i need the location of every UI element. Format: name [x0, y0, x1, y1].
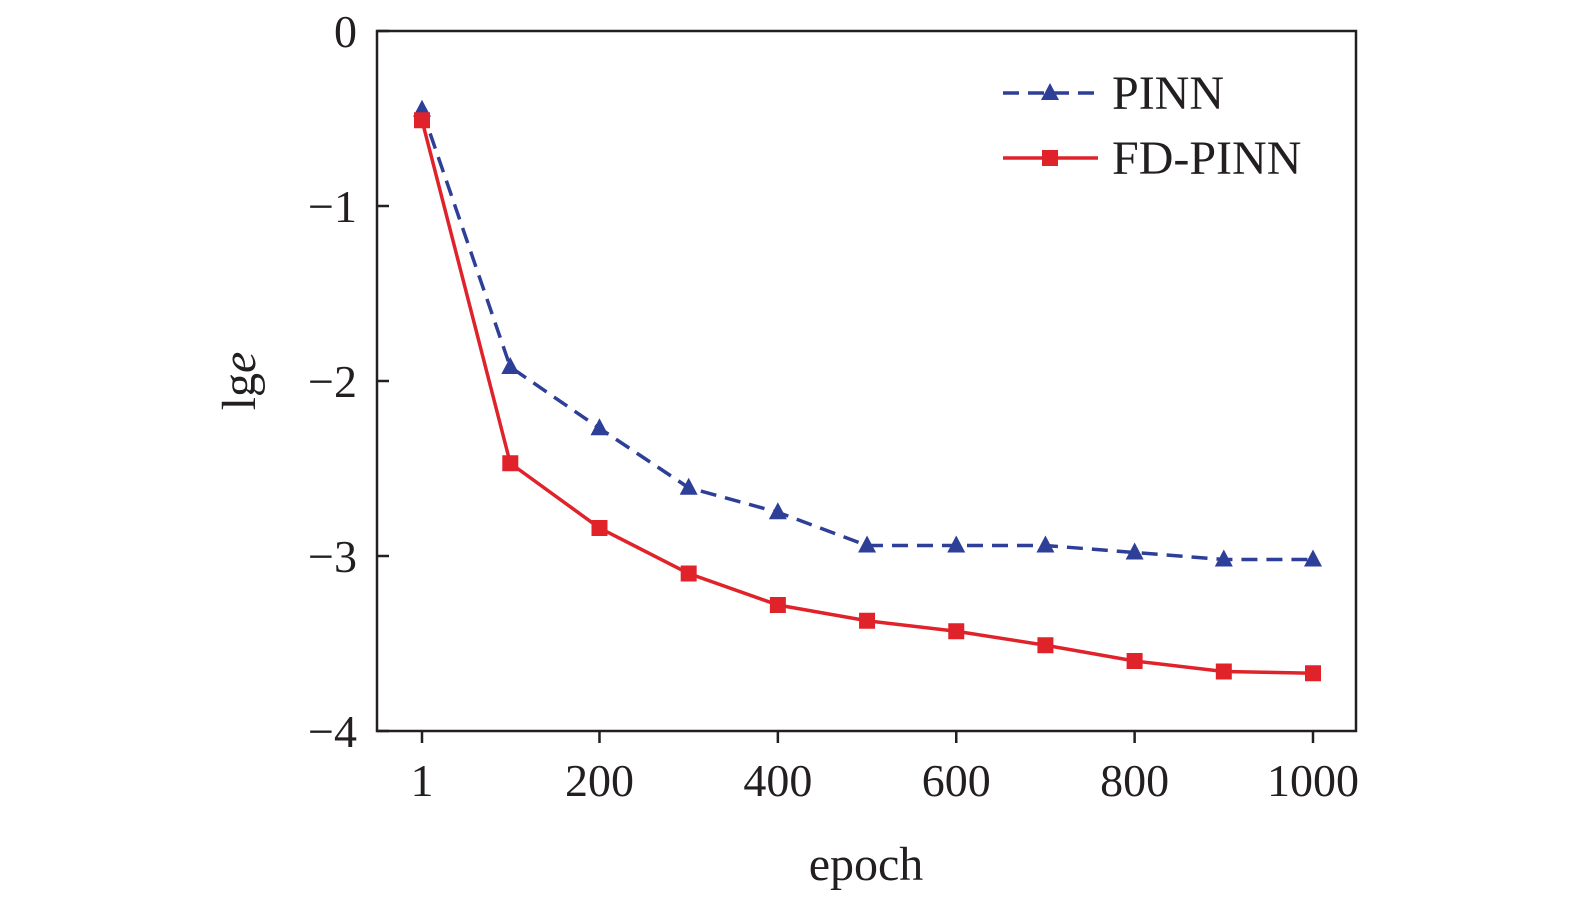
data-point-fd-pinn — [859, 612, 876, 629]
data-point-pinn — [947, 535, 966, 553]
data-point-fd-pinn — [769, 597, 786, 613]
data-point-fd-pinn — [1037, 637, 1054, 654]
data-point-fd-pinn — [680, 565, 697, 582]
legend-label: PINN — [1112, 67, 1224, 120]
x-tick-label: 600 — [922, 755, 991, 806]
y-axis-label: lge — [213, 352, 266, 411]
data-point-fd-pinn — [1215, 663, 1232, 680]
legend-marker — [1042, 150, 1058, 166]
legend-label: FD-PINN — [1112, 132, 1301, 185]
data-point-pinn — [1125, 542, 1144, 560]
data-point-pinn — [1214, 549, 1233, 567]
data-point-fd-pinn — [1126, 653, 1143, 669]
y-tick-label: −4 — [308, 706, 357, 757]
y-tick-label: 0 — [334, 6, 357, 57]
y-tick-label: −1 — [308, 181, 357, 232]
x-tick-label: 200 — [565, 755, 634, 806]
y-tick-label: −2 — [308, 356, 357, 407]
x-axis-label: epoch — [809, 838, 924, 891]
data-point-pinn — [858, 535, 877, 553]
legend-marker — [1041, 83, 1059, 100]
data-point-pinn — [768, 502, 787, 520]
data-point-fd-pinn — [948, 623, 965, 640]
x-tick-label: 800 — [1100, 755, 1169, 806]
data-point-pinn — [1304, 549, 1322, 567]
y-tick-label: −3 — [308, 531, 357, 582]
x-tick-label: 400 — [743, 755, 812, 806]
data-point-fd-pinn — [502, 455, 519, 472]
data-point-fd-pinn — [414, 112, 430, 129]
x-tick-label: 1000 — [1267, 755, 1359, 806]
data-point-pinn — [1036, 535, 1055, 553]
data-point-pinn — [590, 418, 609, 436]
data-point-fd-pinn — [591, 520, 608, 536]
x-tick-label: 1 — [411, 755, 434, 806]
data-point-pinn — [679, 477, 698, 495]
data-point-pinn — [501, 357, 520, 374]
data-point-fd-pinn — [1305, 665, 1321, 682]
